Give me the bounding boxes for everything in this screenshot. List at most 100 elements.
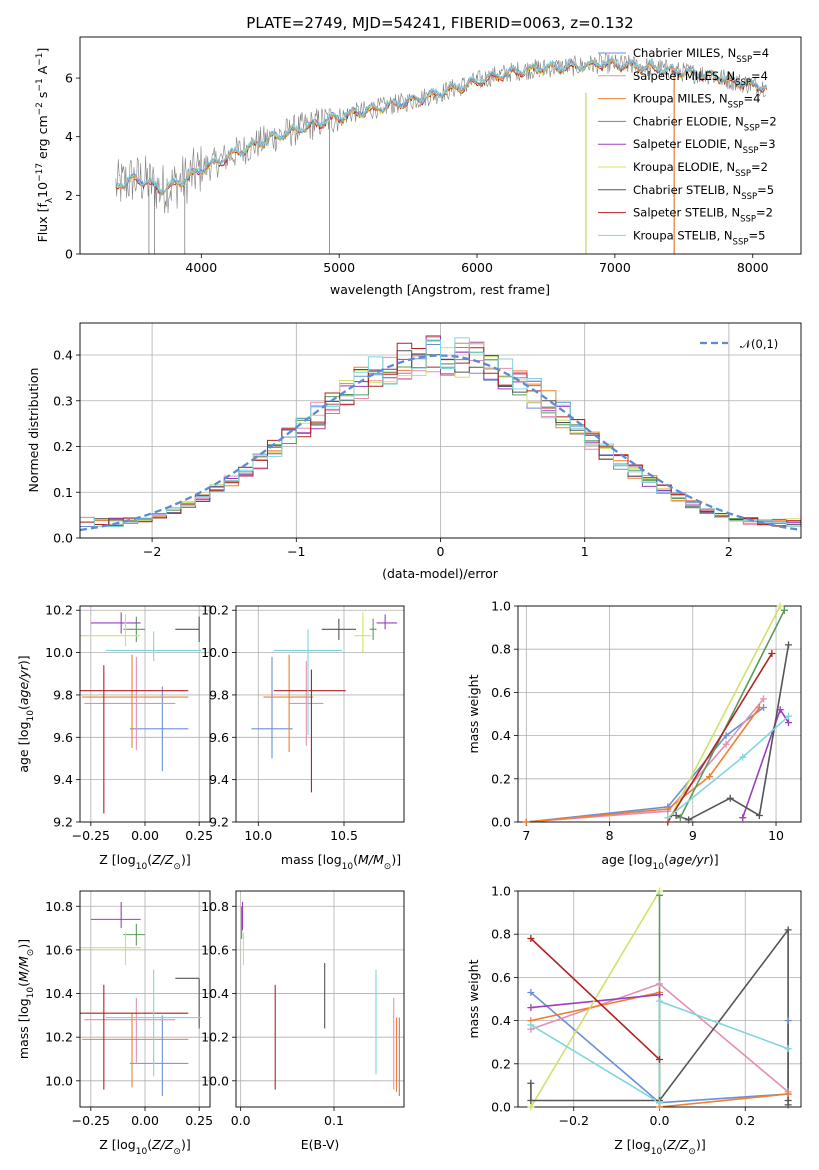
- y-tick-label: 9.2: [209, 815, 229, 830]
- mass-weight-marker: [664, 814, 672, 822]
- y-tick-label: 0.6: [491, 685, 511, 700]
- massweight_age-axes: 7 8 9 10 0.0 0.2 0.4 0.6 0.8 1.0: [491, 599, 801, 843]
- x-tick-label: 0: [437, 544, 445, 559]
- mass_Z-frame: [79, 890, 211, 1108]
- legend-entry: Chabrier ELODIE, NSSP=2: [633, 114, 777, 133]
- residuals-plot: [80, 335, 801, 532]
- y-tick-label: 0.6: [491, 970, 511, 985]
- age-z-xlabel: Z [log10(Z/Z⊙)]: [99, 852, 190, 872]
- y-tick-label: 10.4: [201, 986, 229, 1001]
- y-tick-label: 1.0: [491, 599, 511, 614]
- x-tick-label: 4000: [185, 260, 217, 275]
- y-tick-label: 0: [65, 247, 73, 262]
- residuals-ylabel: Normed distribution: [26, 368, 41, 493]
- gaussian-curve: [80, 354, 801, 532]
- x-tick-label: 0.00: [131, 828, 159, 843]
- mass-weight-marker: [656, 1055, 663, 1063]
- mass-weight-line: [530, 937, 661, 1061]
- x-tick-label: 0.00: [131, 1113, 159, 1128]
- mass-weight-marker: [784, 1045, 792, 1053]
- mass-weight-marker: [726, 794, 734, 802]
- y-tick-label: 10.6: [45, 942, 73, 957]
- mass-weight-marker: [760, 695, 768, 703]
- y-tick-label: 0.8: [491, 927, 511, 942]
- residuals-xlabel: (data-model)/error: [382, 566, 499, 581]
- x-tick-label: 7: [522, 828, 530, 843]
- age-z-ylabel: age [log10(age/yr)]: [16, 655, 36, 772]
- mass-weight-marker: [755, 704, 763, 712]
- mass-weight-line: [667, 606, 781, 822]
- y-tick-label: 4: [65, 129, 73, 144]
- x-tick-label: 10.5: [330, 828, 358, 843]
- mass-weight-marker: [685, 816, 693, 824]
- mass_ebv-axes: 0.0 0.1 10.0 10.2 10.4 10.6 10.8: [201, 891, 404, 1128]
- mass-weight-marker: [722, 732, 730, 740]
- mass-weight-marker: [664, 805, 672, 813]
- mass-weight-marker: [739, 753, 747, 761]
- x-tick-label: 0.0: [650, 1113, 670, 1128]
- mass-weight-line: [667, 715, 790, 819]
- x-tick-label: −1: [287, 544, 305, 559]
- mass-weight-marker: [784, 926, 792, 934]
- gauss-legend-label: 𝒩(0,1): [740, 337, 778, 351]
- x-tick-label: 8000: [737, 260, 769, 275]
- y-tick-label: 1.0: [491, 884, 511, 899]
- spectrum-xlabel: wavelength [Angstrom, rest frame]: [330, 282, 550, 297]
- y-tick-label: 2: [65, 188, 73, 203]
- mw-z-xlabel: Z [log10(Z/Z⊙)]: [614, 1137, 705, 1157]
- mass-weight-marker: [785, 641, 793, 649]
- mass-z-xlabel: Z [log10(Z/Z⊙)]: [99, 1137, 190, 1157]
- y-tick-label: 0.4: [491, 1013, 511, 1028]
- y-tick-label: 10.6: [201, 942, 229, 957]
- legend-entry: Chabrier STELIB, NSSP=5: [633, 183, 774, 202]
- x-tick-label: 7000: [599, 260, 631, 275]
- mw-age-ylabel: mass weight: [466, 674, 481, 753]
- x-tick-label: −0.2: [559, 1113, 589, 1128]
- y-tick-label: 10.2: [201, 603, 229, 618]
- mass-weight-marker: [527, 1021, 535, 1029]
- age_Z-plot: [80, 612, 202, 814]
- mass-weight-marker: [656, 991, 663, 999]
- mass-weight-marker: [739, 814, 747, 822]
- age_Z-axes: −0.25 0.00 0.25 9.2 9.4 9.6 9.8 10.0 10.2: [45, 603, 213, 843]
- mass-weight-line: [679, 609, 786, 819]
- y-tick-label: 0.1: [53, 485, 73, 500]
- x-tick-label: 9: [689, 828, 697, 843]
- x-tick-label: 8: [606, 828, 614, 843]
- mass-weight-line: [530, 993, 660, 1009]
- mass-z-ylabel: mass [log10(M/M⊙)]: [16, 939, 36, 1059]
- mass_ebv-frame: [235, 890, 405, 1108]
- figure-title: PLATE=2749, MJD=54241, FIBERID=0063, z=0…: [246, 14, 633, 32]
- y-tick-label: 10.0: [201, 645, 229, 660]
- mass-weight-marker: [785, 719, 793, 727]
- x-tick-label: 0.0: [231, 1113, 251, 1128]
- mass-weight-marker: [656, 997, 663, 1005]
- y-tick-label: 10.2: [45, 1030, 73, 1045]
- legend-entry: Salpeter MILES, NSSP=4: [633, 69, 768, 88]
- y-tick-label: 0.2: [491, 1056, 511, 1071]
- mass-weight-marker: [785, 712, 793, 720]
- age_Z-frame: [79, 605, 211, 823]
- y-tick-label: 0.0: [491, 815, 511, 830]
- mass-weight-marker: [776, 602, 784, 610]
- y-tick-label: 10.0: [45, 1073, 73, 1088]
- y-tick-label: 0.2: [53, 439, 73, 454]
- mass-weight-marker: [527, 1097, 535, 1105]
- mass-weight-marker: [527, 1103, 535, 1111]
- mass-weight-line: [530, 1000, 789, 1105]
- x-tick-label: 0.25: [185, 828, 213, 843]
- x-tick-label: 0.1: [324, 1113, 344, 1128]
- legend-entry: Kroupa ELODIE, NSSP=2: [633, 160, 768, 179]
- y-tick-label: 10.0: [201, 1073, 229, 1088]
- y-tick-label: 0.4: [491, 728, 511, 743]
- age-mass-xlabel: mass [log10(M/M⊙)]: [281, 852, 401, 872]
- y-tick-label: 0.8: [491, 642, 511, 657]
- mass-weight-marker: [656, 887, 663, 895]
- mass-weight-marker: [755, 812, 763, 820]
- mass-weight-marker: [672, 812, 680, 820]
- mass-weight-marker: [784, 1101, 792, 1109]
- y-tick-label: 9.6: [209, 730, 229, 745]
- age_mass-frame: [235, 605, 405, 823]
- x-tick-label: 10: [768, 828, 784, 843]
